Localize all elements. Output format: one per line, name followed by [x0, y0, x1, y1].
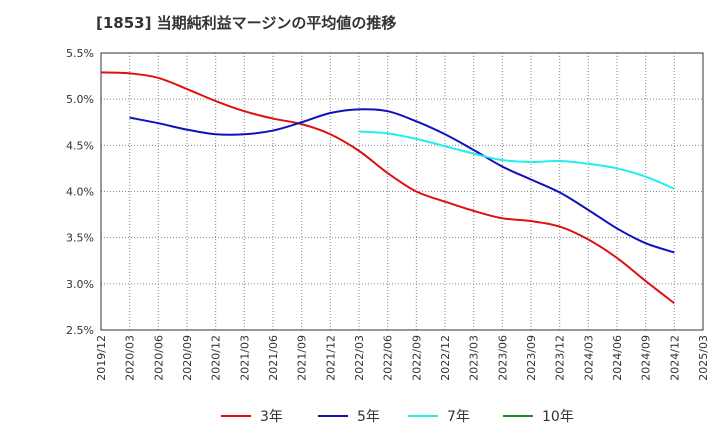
x-tick-label: 2021/09 [296, 335, 309, 381]
legend-swatch [221, 415, 251, 417]
x-tick-label: 2020/06 [152, 335, 165, 381]
series-lines [100, 71, 675, 305]
x-tick-label: 2019/12 [95, 335, 108, 381]
legend-label: 7年 [447, 409, 470, 425]
x-tick-label: 2020/09 [181, 335, 194, 381]
x-tick-label: 2021/03 [238, 335, 251, 381]
x-axis-tick-labels: 2019/12 2020/03 2020/06 2020/09 2020/12 2021/… [95, 335, 710, 381]
x-tick-label: 2020/03 [124, 335, 137, 381]
y-tick-label: 2.5% [66, 324, 94, 337]
x-tick-label: 2020/12 [210, 335, 223, 381]
legend-item: 7年 [408, 406, 470, 426]
y-tick-label: 3.0% [66, 278, 94, 291]
legend-swatch [408, 415, 438, 417]
grid-lines [100, 52, 704, 331]
x-tick-label: 2024/06 [611, 335, 624, 381]
y-tick-label: 4.5% [66, 139, 94, 152]
y-tick-label: 4.0% [66, 186, 94, 199]
x-tick-label: 2021/06 [267, 335, 280, 381]
y-tick-label: 5.0% [66, 93, 94, 106]
series-line-2 [358, 130, 675, 190]
legend-label: 3年 [260, 409, 283, 425]
x-tick-label: 2021/12 [324, 335, 337, 381]
plot-border [100, 52, 704, 331]
x-tick-label: 2022/09 [410, 335, 423, 381]
x-tick-label: 2024/03 [582, 335, 595, 381]
legend-item: 3年 [221, 406, 283, 426]
x-tick-label: 2023/06 [496, 335, 509, 381]
series-line-1 [129, 108, 675, 254]
x-tick-label: 2025/03 [697, 335, 710, 381]
x-tick-label: 2024/12 [668, 335, 681, 381]
legend: 3年 5年 7年 10年 [0, 400, 720, 430]
line-chart: 2.5% 3.0% 3.5% 4.0% 4.5% 5.0% 5.5% 2019/12 2020… [66, 47, 710, 381]
legend-item: 5年 [318, 406, 380, 426]
chart-title: [1853] 当期純利益マージンの平均値の推移 [96, 14, 397, 32]
y-tick-label: 5.5% [66, 47, 94, 60]
y-axis-tick-labels: 2.5% 3.0% 3.5% 4.0% 4.5% 5.0% 5.5% [66, 47, 94, 337]
series-line-0 [100, 71, 675, 305]
x-tick-label: 2022/12 [439, 335, 452, 381]
legend-label: 5年 [357, 409, 380, 425]
x-tick-label: 2023/12 [554, 335, 567, 381]
x-tick-label: 2022/06 [382, 335, 395, 381]
legend-item: 10年 [503, 406, 574, 426]
legend-label: 10年 [542, 409, 574, 425]
x-tick-label: 2023/03 [468, 335, 481, 381]
x-tick-label: 2022/03 [353, 335, 366, 381]
legend-swatch [503, 415, 533, 417]
legend-swatch [318, 415, 348, 417]
plot-frame [100, 52, 704, 331]
x-tick-label: 2023/09 [525, 335, 538, 381]
x-tick-label: 2024/09 [640, 335, 653, 381]
y-tick-label: 3.5% [66, 232, 94, 245]
